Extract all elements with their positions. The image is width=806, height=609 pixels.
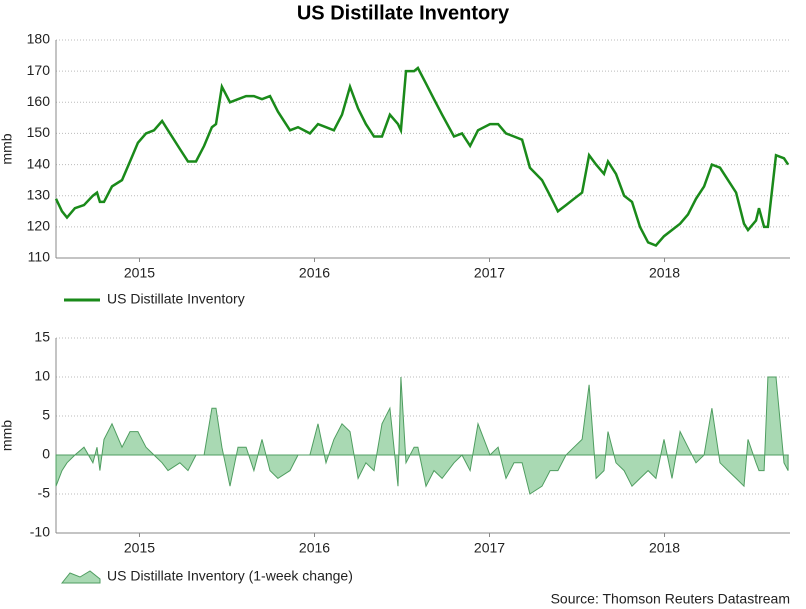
y-axis-label: mmb [0, 133, 15, 164]
legend-label: US Distillate Inventory (1-week change) [107, 568, 353, 584]
x-tick-label: 2015 [124, 265, 155, 281]
y-tick-label: 110 [28, 249, 51, 265]
y-tick-label: 120 [27, 218, 51, 234]
data-area [55, 376, 789, 495]
y-tick-label: 5 [42, 407, 50, 423]
y-tick-label: 180 [27, 31, 51, 47]
x-tick-label: 2016 [299, 540, 330, 556]
y-tick-label: 140 [27, 155, 51, 171]
x-tick-label: 2017 [474, 540, 505, 556]
legend-label: US Distillate Inventory [107, 291, 245, 307]
x-tick-label: 2017 [474, 265, 505, 281]
x-tick-label: 2015 [124, 540, 155, 556]
data-line [54, 66, 790, 247]
chart-title: US Distillate Inventory [297, 2, 510, 24]
y-tick-label: -10 [30, 524, 50, 540]
y-axis-label: mmb [0, 420, 15, 451]
legend-swatch [60, 570, 101, 584]
y-tick-label: 10 [34, 368, 50, 384]
x-tick-label: 2018 [649, 265, 680, 281]
y-tick-label: 170 [27, 62, 51, 78]
x-tick-label: 2018 [649, 540, 680, 556]
y-tick-label: 15 [34, 329, 50, 345]
y-tick-label: 150 [27, 124, 51, 140]
y-tick-label: -5 [38, 485, 51, 501]
x-tick-label: 2016 [299, 265, 330, 281]
y-tick-label: 0 [42, 446, 50, 462]
source: Source: Thomson Reuters Datastream [551, 591, 790, 607]
y-tick-label: 160 [27, 93, 51, 109]
y-tick-label: 130 [27, 186, 51, 202]
